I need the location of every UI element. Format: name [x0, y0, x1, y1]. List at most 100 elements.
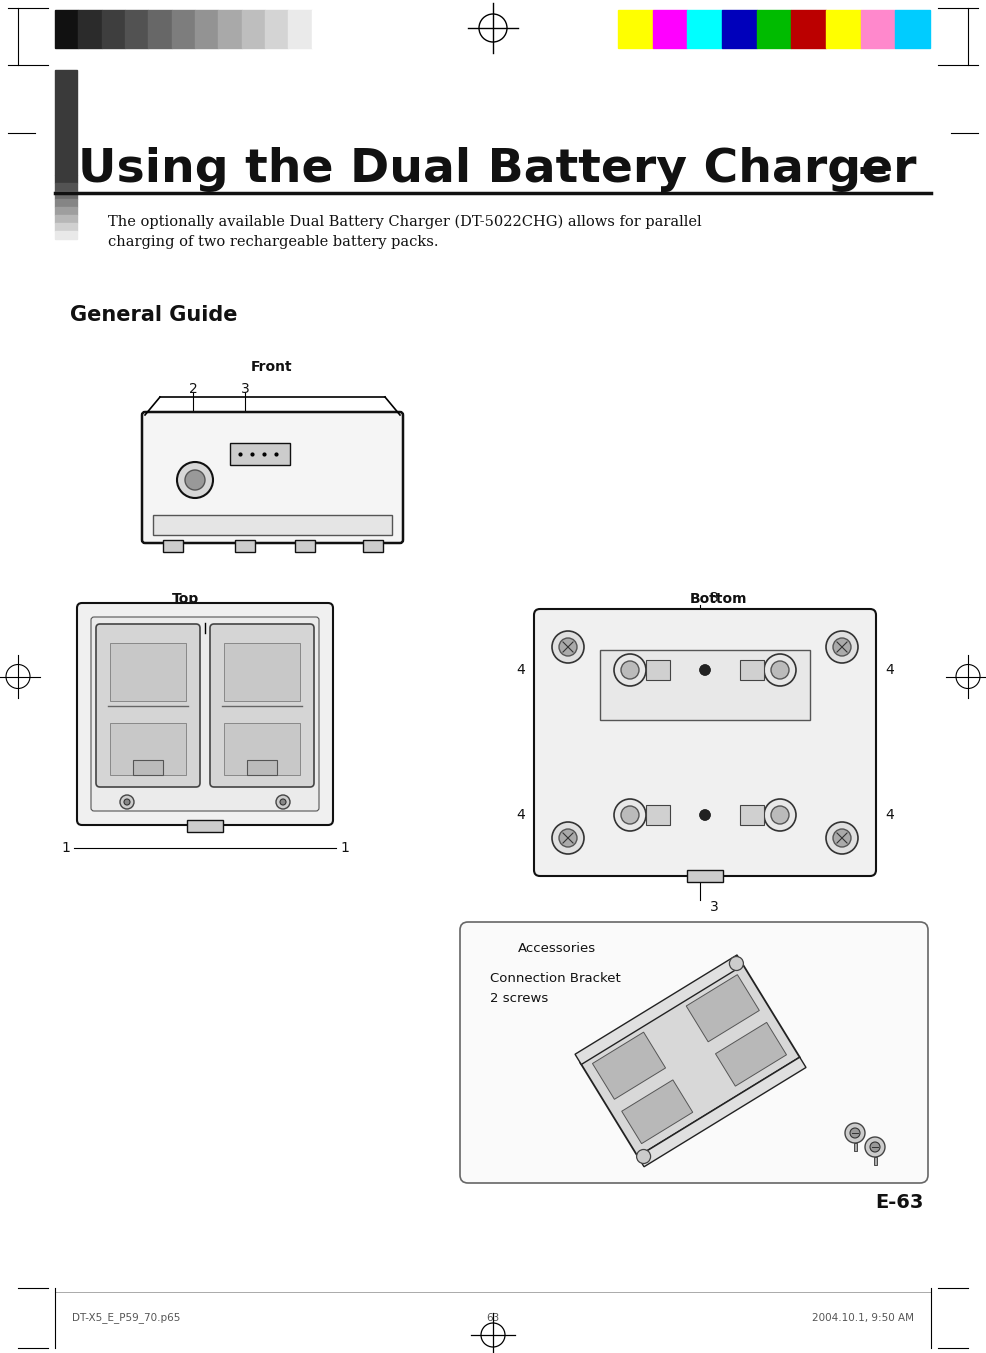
- FancyBboxPatch shape: [91, 617, 319, 810]
- Bar: [312, 9, 335, 47]
- Circle shape: [700, 810, 710, 820]
- Bar: [792, 9, 826, 47]
- Text: E-63: E-63: [876, 1193, 924, 1212]
- Circle shape: [621, 662, 639, 679]
- Circle shape: [559, 829, 577, 847]
- Bar: [110, 643, 186, 701]
- Text: 2 screws: 2 screws: [490, 992, 548, 1005]
- Bar: [78, 9, 102, 47]
- Circle shape: [700, 666, 710, 675]
- Circle shape: [833, 639, 851, 656]
- Bar: [295, 540, 315, 552]
- Bar: [55, 191, 77, 199]
- Circle shape: [552, 823, 584, 854]
- Circle shape: [185, 469, 205, 490]
- Bar: [363, 540, 383, 552]
- Text: General Guide: General Guide: [70, 304, 238, 325]
- Bar: [218, 9, 242, 47]
- Text: 4: 4: [517, 808, 525, 823]
- Text: The optionally available Dual Battery Charger (DT-5022CHG) allows for parallel
c: The optionally available Dual Battery Ch…: [108, 215, 702, 249]
- Bar: [653, 9, 687, 47]
- Bar: [288, 9, 312, 47]
- Polygon shape: [638, 1057, 806, 1166]
- Circle shape: [552, 630, 584, 663]
- Circle shape: [826, 823, 858, 854]
- Circle shape: [833, 829, 851, 847]
- Text: Using the Dual Battery Charger: Using the Dual Battery Charger: [78, 147, 917, 192]
- Circle shape: [280, 800, 286, 805]
- Bar: [55, 9, 78, 47]
- Text: 1: 1: [340, 842, 349, 855]
- Bar: [826, 9, 861, 47]
- Circle shape: [700, 810, 710, 820]
- Circle shape: [700, 666, 710, 675]
- Bar: [55, 231, 77, 239]
- Circle shape: [177, 461, 213, 498]
- Polygon shape: [581, 963, 800, 1157]
- Text: 4: 4: [885, 663, 893, 676]
- Bar: [265, 9, 288, 47]
- Bar: [55, 70, 77, 175]
- Circle shape: [850, 1128, 860, 1138]
- Bar: [110, 723, 186, 775]
- Bar: [187, 820, 223, 832]
- Bar: [133, 760, 163, 775]
- FancyBboxPatch shape: [460, 921, 928, 1183]
- Bar: [55, 215, 77, 223]
- Bar: [125, 9, 148, 47]
- Text: 2004.10.1, 9:50 AM: 2004.10.1, 9:50 AM: [812, 1312, 914, 1323]
- Text: Bottom: Bottom: [690, 593, 747, 606]
- Text: 3: 3: [710, 900, 719, 915]
- Polygon shape: [716, 1023, 787, 1086]
- FancyBboxPatch shape: [77, 603, 333, 825]
- Bar: [55, 183, 77, 191]
- Bar: [895, 9, 930, 47]
- Circle shape: [826, 630, 858, 663]
- Circle shape: [865, 1137, 885, 1157]
- FancyBboxPatch shape: [96, 624, 200, 787]
- Bar: [55, 207, 77, 215]
- Bar: [874, 1157, 877, 1165]
- FancyBboxPatch shape: [142, 413, 403, 543]
- Circle shape: [764, 800, 796, 831]
- Bar: [618, 9, 653, 47]
- Bar: [242, 9, 265, 47]
- FancyBboxPatch shape: [210, 624, 314, 787]
- Circle shape: [845, 1123, 865, 1143]
- Circle shape: [559, 639, 577, 656]
- Text: 63: 63: [486, 1312, 500, 1323]
- Text: Accessories: Accessories: [518, 942, 597, 954]
- Circle shape: [870, 1142, 880, 1151]
- Bar: [224, 643, 300, 701]
- Bar: [740, 805, 764, 825]
- Text: 2: 2: [188, 382, 197, 396]
- Text: Top: Top: [172, 593, 198, 606]
- Bar: [163, 540, 183, 552]
- Bar: [861, 9, 895, 47]
- Bar: [247, 760, 277, 775]
- Bar: [172, 9, 195, 47]
- Circle shape: [124, 800, 130, 805]
- Bar: [224, 723, 300, 775]
- Text: 1: 1: [61, 842, 70, 855]
- Bar: [600, 649, 810, 720]
- Circle shape: [120, 796, 134, 809]
- Circle shape: [637, 1150, 651, 1164]
- Text: 4: 4: [885, 808, 893, 823]
- Bar: [55, 223, 77, 231]
- Bar: [722, 9, 756, 47]
- Circle shape: [614, 653, 646, 686]
- FancyBboxPatch shape: [534, 609, 876, 875]
- Bar: [195, 9, 218, 47]
- Bar: [740, 660, 764, 681]
- Bar: [235, 540, 255, 552]
- Circle shape: [771, 806, 789, 824]
- Text: 4: 4: [517, 663, 525, 676]
- Text: 3: 3: [710, 591, 719, 605]
- Bar: [230, 442, 290, 465]
- Bar: [854, 1143, 857, 1151]
- Circle shape: [614, 800, 646, 831]
- Circle shape: [771, 662, 789, 679]
- Circle shape: [276, 796, 290, 809]
- Text: Connection Bracket: Connection Bracket: [490, 971, 621, 985]
